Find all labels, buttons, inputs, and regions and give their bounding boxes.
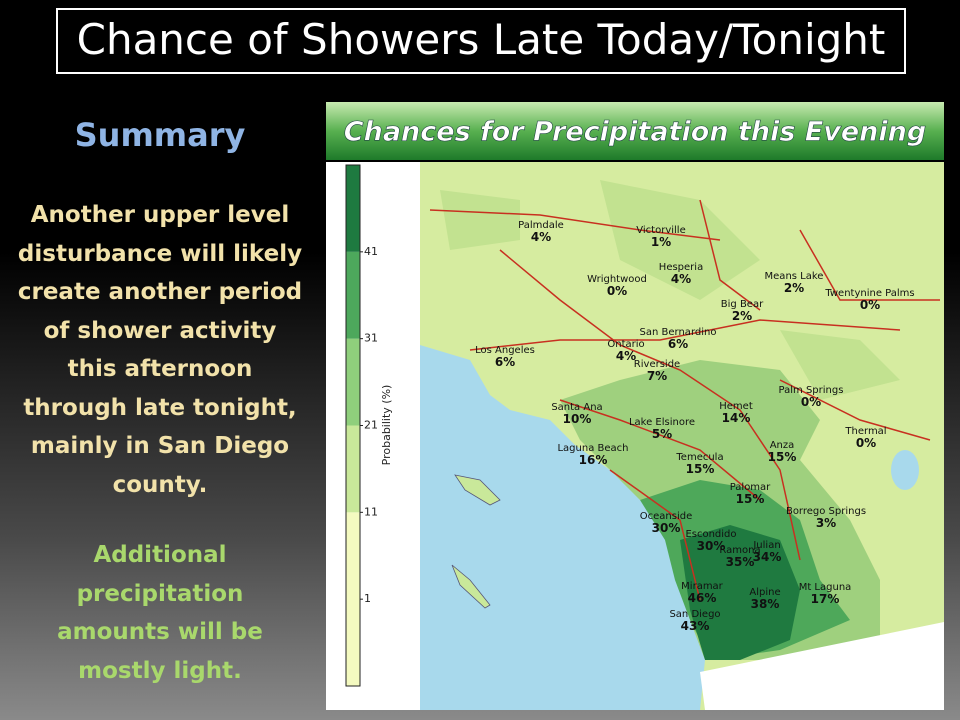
- place-chance: 17%: [811, 592, 840, 606]
- colorbar-band: [346, 165, 360, 252]
- place-chance: 3%: [816, 516, 836, 530]
- place-name: Lake Elsinore: [629, 417, 695, 428]
- map-base: [420, 162, 944, 710]
- summary-body: Another upper level disturbance will like…: [0, 196, 320, 504]
- summary-line: create another period: [17, 279, 303, 305]
- place-chance: 0%: [607, 284, 627, 298]
- slide-title: Chance of Showers Late Today/Tonight: [56, 8, 906, 74]
- place-chance: 4%: [671, 272, 691, 286]
- place-chance: 0%: [860, 298, 880, 312]
- place-chance: 6%: [668, 337, 688, 351]
- place-name: Laguna Beach: [557, 443, 628, 454]
- map-banner: [326, 102, 944, 160]
- note-line: mostly light.: [78, 657, 242, 684]
- place-name: Palm Springs: [779, 385, 844, 396]
- place-chance: 2%: [732, 309, 752, 323]
- place-chance: 0%: [856, 436, 876, 450]
- summary-line: county.: [112, 471, 208, 498]
- place-name: San Bernardino: [640, 327, 717, 338]
- summary-line: disturbance will likely: [17, 240, 303, 267]
- note-line: precipitation: [76, 580, 244, 607]
- place-name: Alpine: [749, 587, 780, 598]
- place-chance: 15%: [736, 492, 765, 506]
- summary-line: through late tonight,: [23, 394, 297, 421]
- place-chance: 16%: [579, 453, 608, 467]
- place-chance: 5%: [652, 427, 672, 441]
- place-chance: 4%: [616, 349, 636, 363]
- colorbar-tick-label: 11: [364, 505, 378, 518]
- place-chance: 38%: [751, 597, 780, 611]
- place-chance: 35%: [726, 555, 755, 569]
- place-chance: 34%: [753, 550, 782, 564]
- place-name: Borrego Springs: [786, 506, 866, 517]
- place-name: Palomar: [730, 482, 771, 493]
- place-chance: 15%: [768, 450, 797, 464]
- place-chance: 14%: [722, 411, 751, 425]
- place-name: San Diego: [669, 609, 720, 620]
- place-name: Ontario: [607, 339, 644, 350]
- place-name: Palmdale: [518, 220, 564, 231]
- summary-note: Additional precipitation amounts will be mo…: [0, 536, 320, 690]
- place-name: Riverside: [634, 359, 680, 370]
- place-name: Thermal: [844, 426, 886, 437]
- place-chance: 2%: [784, 281, 804, 295]
- place-chance: 30%: [697, 539, 726, 553]
- place-name: Wrightwood: [587, 274, 647, 285]
- place-chance: 4%: [531, 230, 551, 244]
- place-name: Miramar: [681, 581, 724, 592]
- note-line: Additional: [93, 542, 227, 568]
- place-name: Ramona: [719, 545, 760, 556]
- place-name: Oceanside: [640, 511, 692, 522]
- summary-heading: Summary: [74, 116, 246, 154]
- colorbar-tick-label: 41: [364, 245, 378, 258]
- colorbar-label: Probability (%): [380, 385, 393, 466]
- colorbar-tick-label: 21: [364, 419, 378, 432]
- place-name: Los Angeles: [475, 345, 535, 356]
- place-chance: 6%: [495, 355, 515, 369]
- colorbar-tick-label: 1: [364, 592, 371, 605]
- place-chance: 10%: [563, 412, 592, 426]
- place-chance: 0%: [801, 395, 821, 409]
- place-name: Santa Ana: [551, 402, 602, 413]
- colorbar-band: [346, 425, 360, 513]
- place-chance: 30%: [652, 521, 681, 535]
- place-name: Hemet: [719, 401, 753, 412]
- place-chance: 7%: [647, 369, 667, 383]
- colorbar-band: [346, 338, 360, 426]
- summary-line: of shower activity: [43, 317, 277, 344]
- colorbar-band: [346, 251, 360, 339]
- place-chance: 46%: [688, 591, 717, 605]
- place-chance: 1%: [651, 235, 671, 249]
- colorbar-band: [346, 512, 360, 686]
- place-name: Big Bear: [721, 299, 764, 310]
- note-line: amounts will be: [57, 619, 263, 645]
- place-name: Julian: [752, 540, 780, 551]
- map-title: Chances for Precipitation this Evening: [344, 117, 926, 148]
- summary-line: this afternoon: [67, 356, 253, 382]
- place-name: Temecula: [675, 452, 723, 463]
- place-name: Twentynine Palms: [824, 288, 914, 299]
- place-name: Victorville: [636, 225, 685, 236]
- place-name: Anza: [770, 440, 795, 451]
- place-name: Hesperia: [659, 262, 703, 273]
- place-chance: 15%: [686, 462, 715, 476]
- place-name: Mt Laguna: [799, 582, 852, 593]
- place-name: Means Lake: [765, 271, 824, 282]
- summary-line: mainly in San Diego: [30, 433, 290, 459]
- place-chance: 43%: [681, 619, 710, 633]
- place-name: Escondido: [685, 529, 736, 540]
- summary-line: Another upper level: [30, 202, 290, 228]
- colorbar-tick-label: 31: [364, 332, 378, 345]
